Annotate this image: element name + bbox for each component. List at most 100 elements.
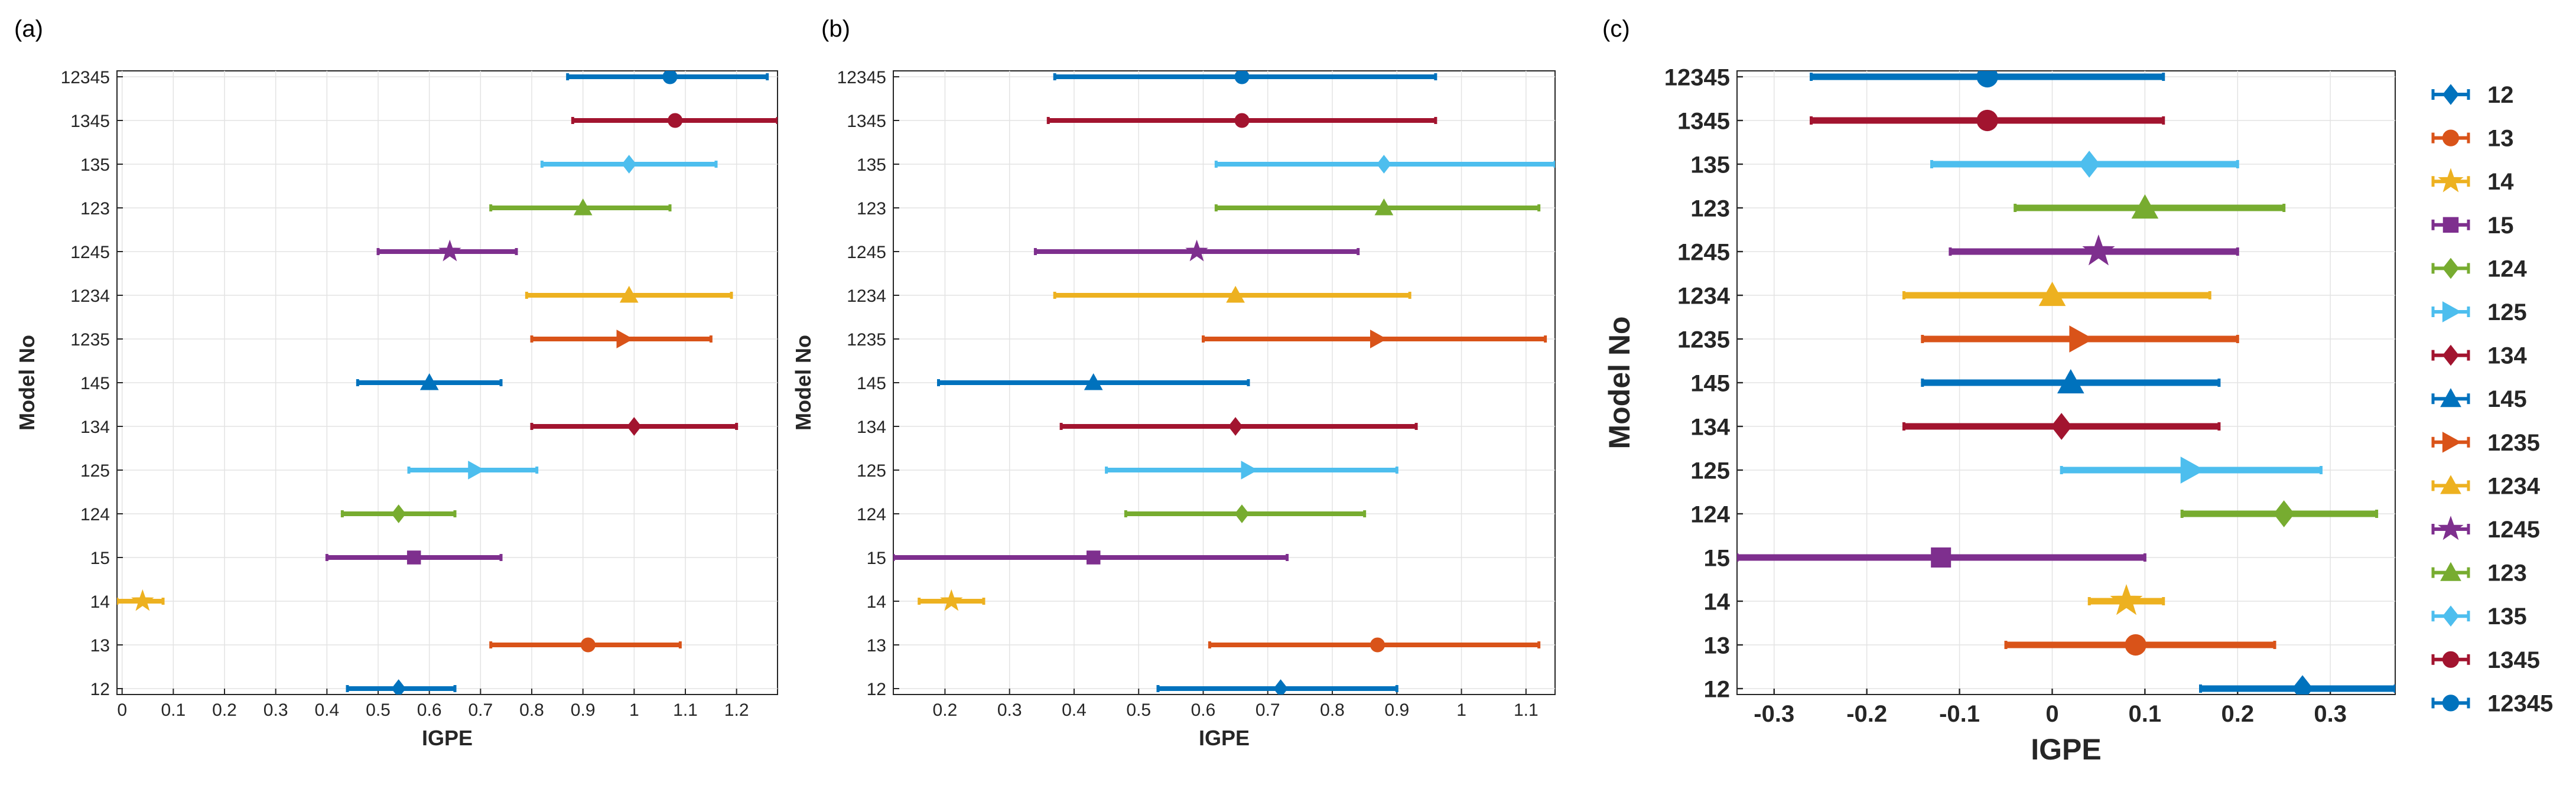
- legend-label: 12: [2487, 82, 2514, 108]
- y-tick-label: 1245: [1677, 239, 1730, 265]
- mean-marker-134: [626, 417, 642, 436]
- x-tick-label: 1: [629, 700, 639, 720]
- panel-1: (a) 0 0.1 0.2 0.3 0.4 0.5 0.6 0.7 0.8 0.9 1 1.1 1.2 12…: [14, 16, 778, 750]
- legend-entry-1245: 1245: [2431, 516, 2540, 543]
- mean-marker-125: [468, 461, 485, 480]
- mean-marker-1234: [619, 285, 639, 303]
- mean-marker-15: [1086, 550, 1101, 565]
- x-tick-label: 1.1: [673, 700, 698, 720]
- y-tick-label: 13: [1704, 632, 1731, 658]
- legend-label: 125: [2487, 299, 2527, 325]
- x-tick-label: 0.1: [2129, 701, 2162, 727]
- x-tick-label: 0.3: [997, 700, 1022, 720]
- legend-label: 1245: [2487, 517, 2540, 543]
- legend-label: 12345: [2487, 690, 2553, 716]
- legend-label: 1234: [2487, 473, 2541, 499]
- legend-marker-triangle-right: [2442, 431, 2462, 453]
- y-tick-label: 13: [90, 636, 110, 656]
- mean-marker-12: [1273, 679, 1288, 695]
- mean-marker-1345: [668, 113, 683, 128]
- mean-marker-13: [1370, 637, 1385, 653]
- legend-entry-15: 15: [2431, 213, 2514, 239]
- legend-marker-circle: [2442, 651, 2460, 668]
- panels: (a) 0 0.1 0.2 0.3 0.4 0.5 0.6 0.7 0.8 0.9 1 1.1 1.2 12…: [14, 16, 2396, 766]
- y-tick-label: 145: [857, 374, 886, 393]
- y-tick-label: 125: [80, 461, 110, 481]
- y-tick-label: 135: [80, 155, 110, 175]
- legend-label: 124: [2487, 256, 2527, 282]
- y-tick-label: 1345: [1677, 108, 1730, 134]
- mean-marker-1234: [1226, 285, 1245, 303]
- mean-marker-1345: [1976, 109, 1998, 132]
- y-axis-label: Model No: [1603, 317, 1636, 449]
- mean-marker-125: [1241, 461, 1258, 480]
- mean-marker-1245: [2082, 234, 2115, 266]
- x-tick-label: -0.2: [1846, 701, 1887, 727]
- legend-marker-triangle-up: [2440, 388, 2461, 407]
- x-tick-label: 0.7: [1256, 700, 1280, 720]
- x-tick-label: 0.3: [264, 700, 288, 720]
- y-tick-label: 123: [80, 199, 110, 219]
- mean-marker-123: [1374, 198, 1394, 216]
- y-tick-label: 134: [80, 418, 110, 437]
- legend-marker-square: [2442, 217, 2459, 233]
- mean-marker-15: [406, 550, 421, 565]
- y-tick-label: 1345: [70, 112, 110, 131]
- legend-entry-124: 124: [2431, 256, 2527, 282]
- x-tick-label: 0.5: [366, 700, 391, 720]
- legend: 12 13 14 15 124 125 134 145 1235 1234 1245 123 135 13…: [2431, 82, 2553, 716]
- mean-marker-1235: [1370, 330, 1387, 348]
- y-tick-label: 1234: [1677, 283, 1731, 309]
- legend-marker-circle: [2442, 129, 2460, 146]
- legend-label: 1345: [2487, 647, 2540, 673]
- legend-entry-145: 145: [2431, 386, 2527, 412]
- x-axis-label: IGPE: [2031, 733, 2101, 766]
- y-tick-label: 1235: [1677, 327, 1730, 353]
- legend-marker-diamond: [2442, 344, 2459, 366]
- x-tick-label: 0.6: [1191, 700, 1216, 720]
- x-axis-label: IGPE: [422, 726, 473, 750]
- legend-label: 135: [2487, 604, 2527, 630]
- legend-label: 145: [2487, 386, 2527, 412]
- legend-entry-135: 135: [2431, 604, 2527, 630]
- y-tick-label: 12345: [61, 68, 110, 87]
- y-tick-label: 1345: [847, 112, 886, 131]
- y-tick-label: 1245: [70, 243, 110, 262]
- y-tick-label: 1234: [70, 286, 110, 306]
- mean-marker-1345: [1234, 113, 1250, 128]
- y-tick-label: 125: [1690, 458, 1730, 484]
- data-series: [117, 71, 778, 695]
- x-tick-label: 0.5: [1126, 700, 1151, 720]
- x-tick-label: 0.7: [468, 700, 493, 720]
- legend-label: 123: [2487, 560, 2527, 586]
- mean-marker-1245: [1185, 239, 1208, 262]
- panel-2: (b) 0.2 0.3 0.4 0.5 0.6 0.7 0.8 0.9 1 1.1 12 13 14 15 1…: [791, 16, 1556, 750]
- y-tick-label: 123: [1690, 195, 1730, 221]
- panel-3: (c) -0.3 -0.2 -0.1 0 0.1 0.2 0.3 12 13 14 15 124 125 1…: [1602, 16, 2396, 766]
- legend-marker-circle: [2442, 695, 2460, 712]
- x-tick-label: 1.2: [724, 700, 749, 720]
- mean-marker-145: [419, 373, 439, 390]
- x-axis-label: IGPE: [1199, 726, 1250, 750]
- y-axis-label: Model No: [791, 335, 815, 431]
- mean-marker-12345: [662, 71, 678, 84]
- legend-entry-14: 14: [2431, 168, 2514, 195]
- y-tick-label: 12345: [837, 68, 886, 87]
- x-tick-label: 0.4: [1062, 700, 1087, 720]
- mean-marker-135: [622, 155, 637, 174]
- legend-marker-star: [2438, 516, 2464, 540]
- legend-marker-triangle-up: [2440, 475, 2461, 494]
- mean-marker-12: [2292, 675, 2313, 695]
- mean-marker-124: [2273, 500, 2295, 527]
- y-tick-label: 12: [1704, 676, 1731, 702]
- mean-marker-13: [2125, 634, 2146, 656]
- data-series: [893, 71, 1555, 695]
- x-tick-label: 0: [117, 700, 127, 720]
- mean-marker-1234: [2038, 281, 2066, 307]
- y-tick-label: 14: [1704, 589, 1731, 615]
- legend-entry-13: 13: [2431, 126, 2514, 152]
- mean-marker-125: [2180, 457, 2205, 484]
- legend-marker-diamond: [2442, 257, 2459, 279]
- mean-marker-135: [2079, 151, 2100, 178]
- legend-label: 134: [2487, 343, 2527, 369]
